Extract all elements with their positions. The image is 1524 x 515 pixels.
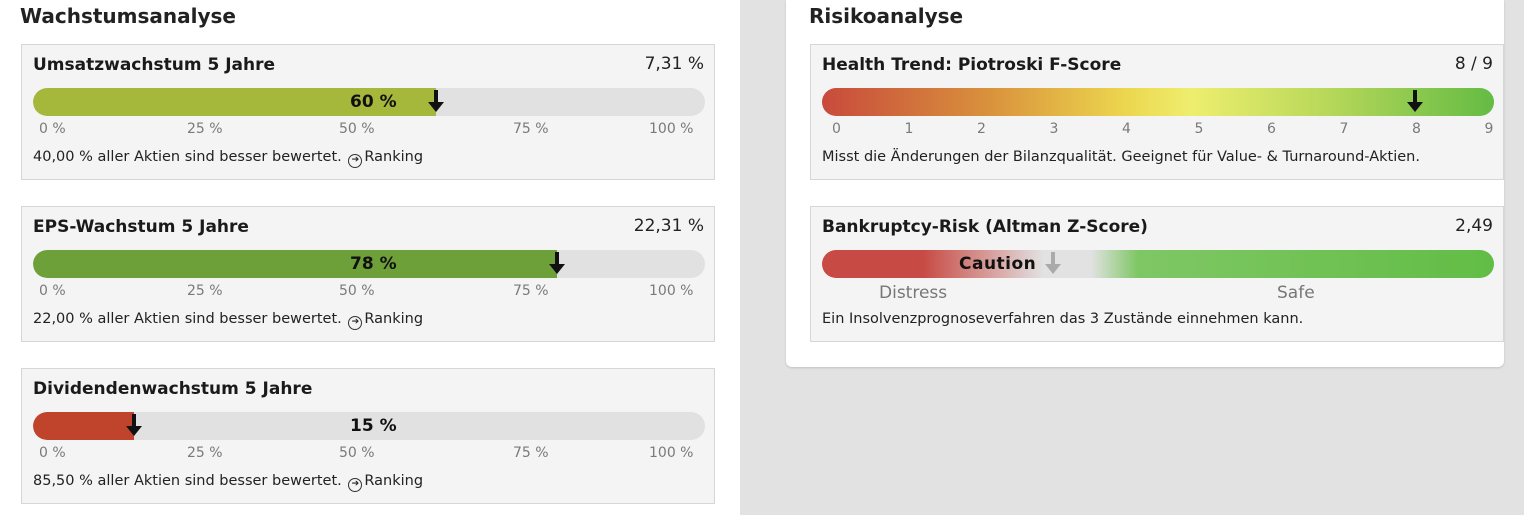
card-value: 8 / 9 xyxy=(1454,54,1493,74)
tick-label: 3 xyxy=(1049,121,1059,137)
zone-safe: Safe xyxy=(1277,283,1315,303)
card-title: Health Trend: Piotroski F-Score xyxy=(822,55,1122,75)
zone-distress: Distress xyxy=(879,283,948,303)
card-value: 2,49 xyxy=(1455,216,1493,236)
card-title: Bankruptcy-Risk (Altman Z-Score) xyxy=(822,217,1148,237)
tick-label: 25 % xyxy=(187,445,223,461)
tick-labels: 0 % 25 % 50 % 75 % 100 % xyxy=(33,445,705,461)
tick-label: 7 xyxy=(1339,121,1349,137)
tick-labels: 0 % 25 % 50 % 75 % 100 % xyxy=(33,283,705,299)
tick-label: 0 % xyxy=(39,121,66,137)
arrow-down-icon xyxy=(1045,252,1061,274)
progress-label: 60 % xyxy=(350,92,397,112)
card-title: Dividendenwachstum 5 Jahre xyxy=(33,379,313,399)
fscore-gradient-bar xyxy=(822,88,1494,116)
tick-label: 50 % xyxy=(339,121,375,137)
tick-label: 100 % xyxy=(649,283,694,299)
ranking-link[interactable]: Ranking xyxy=(364,149,424,165)
progress-label: 78 % xyxy=(350,254,397,274)
arrow-down-icon xyxy=(428,90,445,112)
arrow-down-icon xyxy=(549,252,566,274)
card-value: 22,31 % xyxy=(633,216,704,236)
circle-arrow-right-icon[interactable]: ➔ xyxy=(348,478,363,492)
tick-label: 100 % xyxy=(649,121,694,137)
ranking-link[interactable]: Ranking xyxy=(364,311,424,327)
eps-growth-card: EPS-Wachstum 5 Jahre 22,31 % 78 % 0 % 25 … xyxy=(21,206,715,342)
progress-track xyxy=(33,88,705,116)
ranking-note: 40,00 % aller Aktien sind besser bewerte… xyxy=(33,149,423,168)
progress-track xyxy=(33,412,705,440)
progress-label: 15 % xyxy=(350,416,397,436)
progress-track xyxy=(33,250,705,278)
tick-label: 75 % xyxy=(513,445,549,461)
circle-arrow-right-icon[interactable]: ➔ xyxy=(348,154,363,168)
growth-section-title: Wachstumsanalyse xyxy=(20,4,236,28)
zscore-note: Ein Insolvenzprognoseverfahren das 3 Zus… xyxy=(822,311,1304,327)
tick-label: 8 xyxy=(1412,121,1421,137)
tick-label: 50 % xyxy=(339,283,375,299)
tick-label: 25 % xyxy=(187,121,223,137)
background-curve xyxy=(740,400,1524,505)
dividend-growth-card: Dividendenwachstum 5 Jahre 15 % 0 % 25 % 5… xyxy=(21,368,715,504)
circle-arrow-right-icon[interactable]: ➔ xyxy=(348,316,363,330)
tick-labels: 0 % 25 % 50 % 75 % 100 % xyxy=(33,121,705,137)
fscore-tick-labels: 0 1 2 3 4 5 6 7 8 9 xyxy=(822,121,1494,137)
tick-label: 50 % xyxy=(339,445,375,461)
tick-label: 4 xyxy=(1122,121,1131,137)
ranking-note: 22,00 % aller Aktien sind besser bewerte… xyxy=(33,311,423,330)
tick-label: 0 xyxy=(832,121,841,137)
tick-label: 5 xyxy=(1194,121,1204,137)
tick-label: 75 % xyxy=(513,121,549,137)
ranking-note: 85,50 % aller Aktien sind besser bewerte… xyxy=(33,473,423,492)
tick-label: 2 xyxy=(977,121,986,137)
fscore-note: Misst die Änderungen der Bilanzqualität.… xyxy=(822,149,1420,165)
tick-label: 0 % xyxy=(39,283,66,299)
altman-card: Bankruptcy-Risk (Altman Z-Score) 2,49 Ca… xyxy=(810,206,1504,342)
tick-label: 6 xyxy=(1267,121,1276,137)
progress-fill xyxy=(33,412,134,440)
progress-fill xyxy=(33,88,437,116)
risk-section-title: Risikoanalyse xyxy=(809,4,964,28)
tick-label: 75 % xyxy=(513,283,549,299)
arrow-down-icon xyxy=(125,414,142,436)
tick-label: 0 % xyxy=(39,445,66,461)
tick-label: 100 % xyxy=(649,445,694,461)
tick-label: 25 % xyxy=(187,283,223,299)
card-value: 7,31 % xyxy=(644,54,704,74)
tick-label: 1 xyxy=(904,121,914,137)
zscore-zone-bar xyxy=(822,250,1494,278)
zone-label-current: Caution xyxy=(959,254,1037,274)
revenue-growth-card: Umsatzwachstum 5 Jahre 7,31 % 60 % 0 % 25… xyxy=(21,44,715,180)
ranking-link[interactable]: Ranking xyxy=(364,473,424,489)
card-title: Umsatzwachstum 5 Jahre xyxy=(33,55,276,75)
arrow-down-icon xyxy=(1407,90,1423,112)
piotroski-card: Health Trend: Piotroski F-Score 8 / 9 0 1… xyxy=(810,44,1504,180)
progress-fill xyxy=(33,250,558,278)
card-title: EPS-Wachstum 5 Jahre xyxy=(33,217,249,237)
tick-label: 9 xyxy=(1484,121,1494,137)
